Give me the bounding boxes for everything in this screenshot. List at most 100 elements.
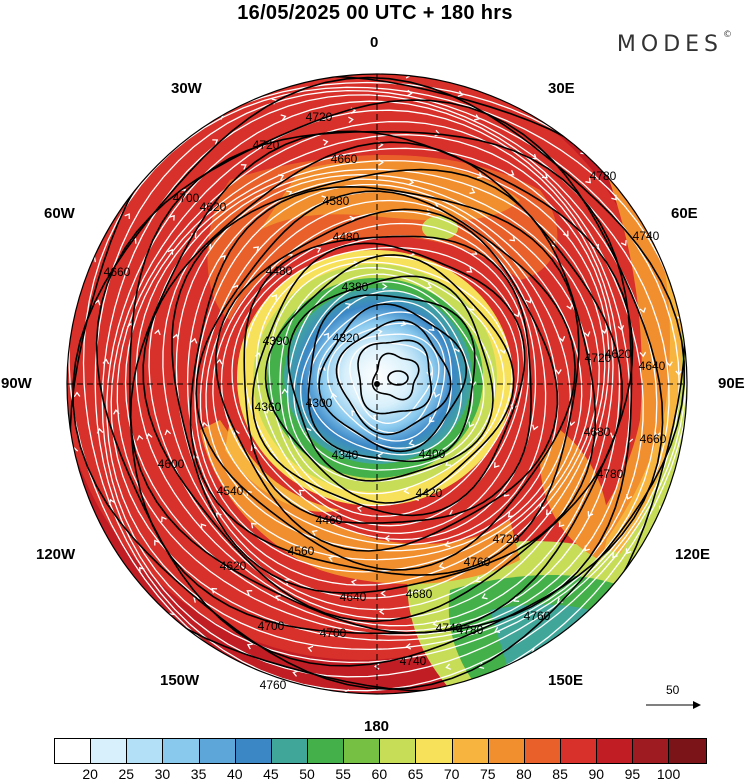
- streamline-arrow: [468, 421, 475, 428]
- height-contour: [335, 319, 452, 436]
- contour-label: 4760: [524, 609, 551, 623]
- streamline-arrow: [281, 388, 289, 395]
- contour-label: 4620: [605, 347, 632, 361]
- streamline-arrow: [532, 424, 539, 431]
- colorbar-swatch: [380, 739, 417, 763]
- colorbar-tick-label: 45: [263, 766, 279, 782]
- contour-label: 4640: [340, 590, 367, 604]
- colorbar-tick-label: 30: [154, 766, 171, 782]
- streamline: [135, 147, 614, 627]
- streamline-arrow: [542, 172, 548, 179]
- streamline-arrow: [113, 408, 120, 415]
- streamline-arrow: [167, 248, 174, 255]
- colorbar-tick-label: 60: [371, 766, 388, 782]
- colorbar-swatch: [235, 739, 272, 763]
- streamline-arrow: [330, 392, 338, 399]
- height-contour: [189, 185, 580, 576]
- colorbar-tick-label: 80: [516, 766, 532, 782]
- colorbar-tick-label: 65: [407, 766, 424, 782]
- colorbar-swatch: [127, 739, 164, 763]
- contour-label: 4700: [320, 626, 347, 640]
- streamline: [148, 159, 610, 620]
- contour-label: 4740: [633, 229, 660, 243]
- streamline-arrow: [499, 348, 507, 354]
- contour-label: 4660: [104, 265, 131, 279]
- height-contour: [318, 303, 467, 453]
- streamline: [194, 183, 583, 573]
- streamline-arrow: [466, 267, 473, 273]
- streamline-arrow: [438, 562, 445, 569]
- streamline: [212, 210, 547, 546]
- height-contour: [195, 190, 576, 571]
- lon-label-180: 180: [364, 718, 390, 735]
- height-contour: [251, 242, 526, 517]
- lon-label-120w: 120W: [36, 546, 76, 563]
- colorbar-tick-label: 20: [82, 766, 98, 782]
- streamline-arrow: [611, 194, 617, 201]
- lon-label-90e: 90E: [718, 375, 745, 392]
- streamline-arrow: [307, 645, 314, 653]
- streamline-arrow: [212, 139, 219, 145]
- contour-label: 4740: [436, 621, 463, 635]
- streamline-arrow: [475, 576, 482, 583]
- streamline-arrow: [513, 311, 520, 318]
- streamline-arrow: [240, 164, 247, 170]
- streamline-arrow: [311, 529, 318, 536]
- streamline-arrow: [425, 208, 432, 216]
- map-boundary: [66, 73, 688, 695]
- contour-label: 4320: [333, 331, 360, 345]
- contour-label: 4360: [255, 400, 282, 414]
- streamline-arrow: [403, 487, 410, 495]
- streamline-arrow: [280, 114, 287, 121]
- streamline-arrow: [620, 240, 627, 247]
- streamline-arrow: [600, 328, 608, 335]
- contour-label: 4620: [200, 200, 227, 214]
- streamline-arrow: [428, 416, 435, 423]
- height-contour: [371, 352, 420, 401]
- contour-label: 4700: [258, 619, 285, 633]
- height-contour: [287, 275, 494, 482]
- streamline: [220, 222, 537, 541]
- streamline-arrow: [494, 626, 501, 634]
- height-contour: [72, 76, 685, 691]
- streamline-arrow: [271, 294, 278, 301]
- lon-label-120e: 120E: [675, 546, 711, 563]
- contour-label: 4680: [406, 587, 433, 601]
- streamline: [349, 341, 433, 424]
- streamline: [116, 120, 631, 636]
- colorbar-tick-label: 85: [552, 766, 568, 782]
- streamline-arrow: [146, 432, 153, 439]
- streamline-arrow: [73, 391, 81, 398]
- contour-label: 4420: [416, 486, 443, 500]
- lon-label-30e: 30E: [548, 80, 575, 97]
- height-contour: [264, 254, 515, 504]
- streamline-arrow: [286, 190, 293, 197]
- streamline-arrow: [172, 333, 180, 340]
- height-contours: [69, 75, 686, 692]
- colorbar-tick-label: 95: [624, 766, 641, 782]
- colorbar-swatch: [91, 739, 128, 763]
- streamline: [268, 261, 513, 507]
- contour-label: 4560: [288, 544, 315, 558]
- lon-label-30w: 30W: [171, 80, 202, 97]
- streamline-arrow: [675, 370, 682, 376]
- contour-label: 4720: [306, 110, 333, 124]
- contour-label: 4720: [585, 351, 612, 365]
- streamline-arrow: [376, 328, 383, 336]
- colorbar-swatch: [55, 739, 92, 763]
- colorbar: 20 25 30 35 40 45 50 55 60 65 70 75 80 85 90 95 100: [54, 738, 707, 782]
- streamline: [327, 322, 446, 442]
- streamline-arrow: [169, 214, 175, 221]
- streamline-arrow: [469, 187, 476, 194]
- streamline-arrow: [190, 232, 197, 238]
- streamline-arrow: [215, 512, 222, 519]
- colorbar-tick-label: 35: [190, 766, 207, 782]
- modes-logo: MODES©: [616, 30, 732, 57]
- streamline-arrow: [292, 670, 299, 677]
- colorbar-swatch: [452, 739, 489, 763]
- streamline: [279, 267, 505, 495]
- height-contour: [307, 294, 476, 463]
- streamline-arrow: [161, 516, 167, 523]
